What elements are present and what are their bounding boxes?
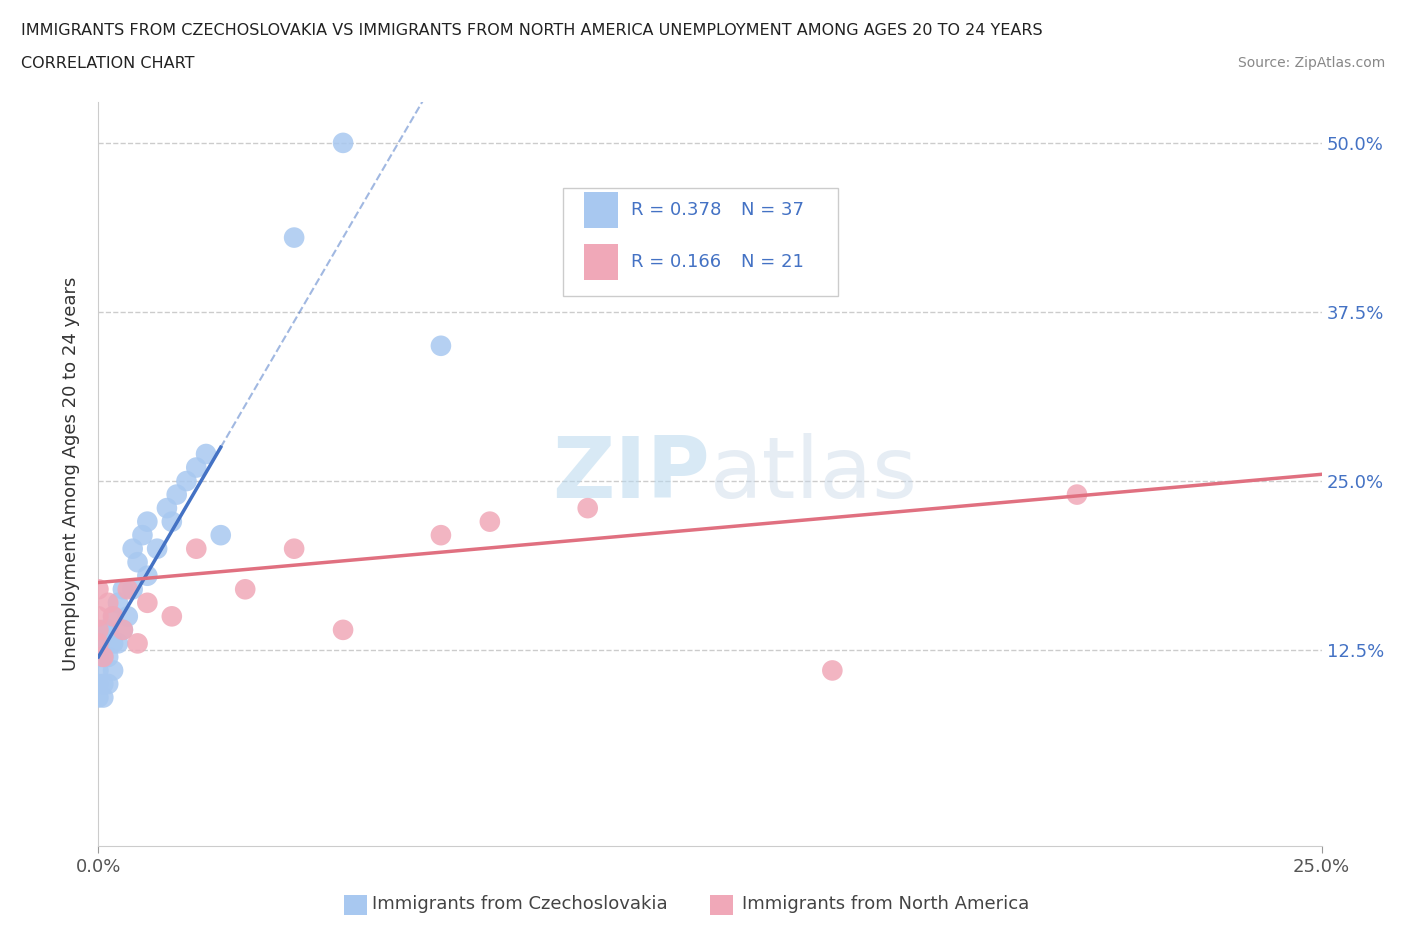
Point [91,676,114,691]
Point [91,649,114,664]
Point [97,595,120,610]
Point [101,609,124,624]
Text: atlas: atlas [710,432,918,516]
Point [209,527,232,542]
Point [166,487,188,502]
Point [91,649,114,664]
Point [107,636,129,651]
Point [87,676,110,691]
Text: N = 37: N = 37 [741,201,804,219]
Bar [344,895,367,915]
FancyBboxPatch shape [564,188,838,296]
Point [101,663,124,678]
Point [283,541,305,556]
Point [111,622,134,637]
Point [176,473,198,488]
Point [430,527,453,542]
Point [186,541,208,556]
Bar [583,245,619,280]
Point [87,663,110,678]
Text: Immigrants from Czechoslovakia: Immigrants from Czechoslovakia [373,895,668,913]
Text: IMMIGRANTS FROM CZECHOSLOVAKIA VS IMMIGRANTS FROM NORTH AMERICA UNEMPLOYMENT AMO: IMMIGRANTS FROM CZECHOSLOVAKIA VS IMMIGR… [21,23,1043,38]
Point [160,514,183,529]
Point [233,582,256,597]
Point [97,649,120,664]
Y-axis label: Unemployment Among Ages 20 to 24 years: Unemployment Among Ages 20 to 24 years [62,277,80,671]
Point [87,622,110,637]
Text: CORRELATION CHART: CORRELATION CHART [21,56,194,71]
Point [332,622,354,637]
Point [146,541,169,556]
Point [332,136,354,151]
Point [127,555,149,570]
Text: N = 21: N = 21 [741,253,803,272]
Point [107,595,129,610]
Point [117,609,139,624]
Point [430,339,453,353]
Point [1066,487,1088,502]
Point [136,514,159,529]
Text: ZIP: ZIP [553,432,710,516]
Point [117,582,139,597]
Bar [710,895,733,915]
Point [87,636,110,651]
Point [87,690,110,705]
Text: Immigrants from North America: Immigrants from North America [742,895,1029,913]
Point [91,622,114,637]
Point [111,622,134,637]
Point [821,663,844,678]
Bar [583,193,619,228]
Point [195,446,218,461]
Point [97,676,120,691]
Point [87,649,110,664]
Point [111,582,134,597]
Point [576,500,599,515]
Point [136,595,159,610]
Point [101,609,124,624]
Point [97,622,120,637]
Point [160,609,183,624]
Point [121,541,143,556]
Point [121,582,143,597]
Text: R = 0.166: R = 0.166 [630,253,721,272]
Point [127,636,149,651]
Point [156,500,179,515]
Point [478,514,501,529]
Point [87,582,110,597]
Point [87,609,110,624]
Point [101,636,124,651]
Point [87,636,110,651]
Text: R = 0.378: R = 0.378 [630,201,721,219]
Point [91,690,114,705]
Point [283,230,305,245]
Point [186,460,208,475]
Point [136,568,159,583]
Point [131,527,153,542]
Text: Source: ZipAtlas.com: Source: ZipAtlas.com [1237,56,1385,70]
